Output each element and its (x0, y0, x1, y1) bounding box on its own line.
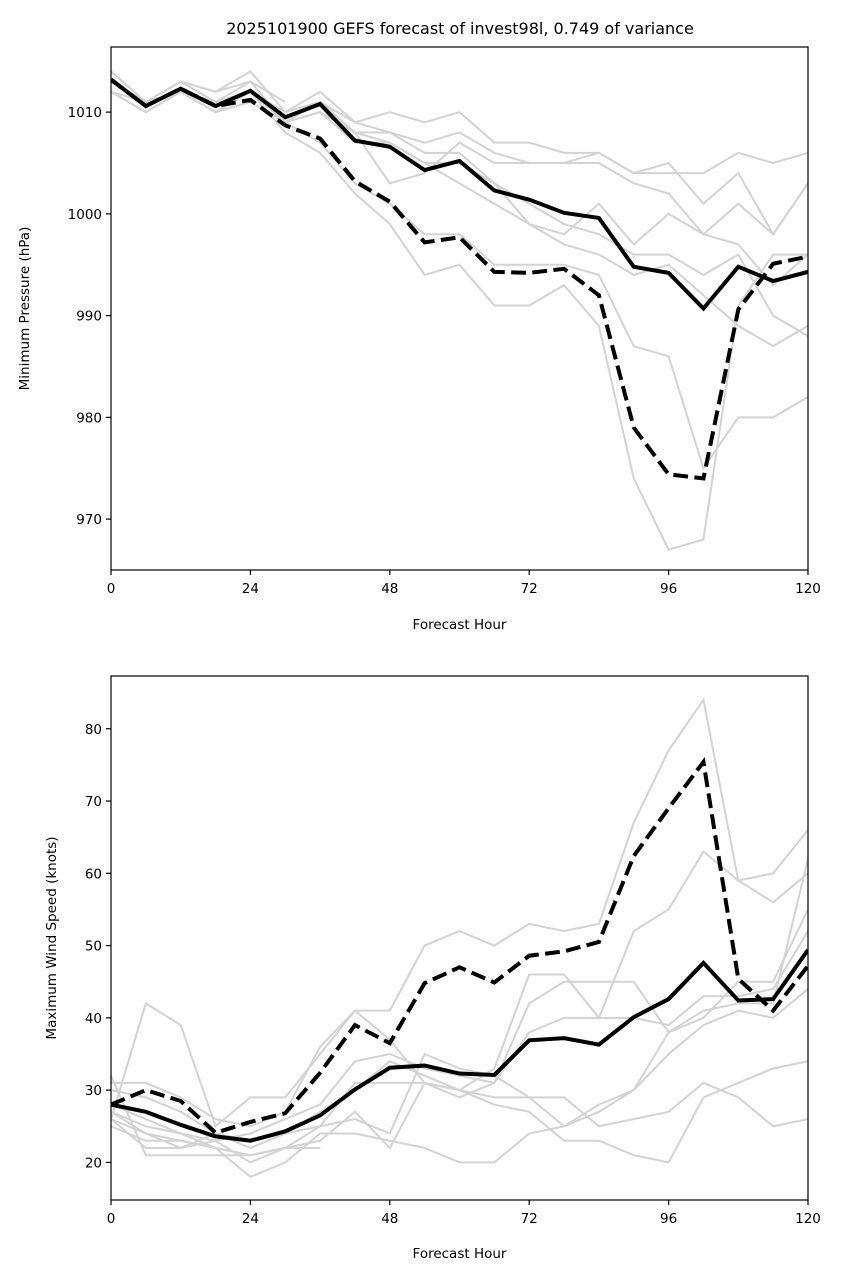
pressure-series-principal-component (111, 77, 808, 481)
pressure-series-member-1 (111, 70, 808, 175)
wind-x-axis-label: Forecast Hour (413, 1246, 507, 1262)
wind-ticks: 0 24 48 72 96 120 20 30 40 50 60 70 80 (85, 722, 821, 1227)
pressure-x-tick-label: 48 (381, 581, 398, 597)
wind-x-tick-label: 24 (242, 1211, 259, 1227)
pressure-y-axis-label: Minimum Pressure (hPa) (17, 227, 33, 391)
wind-lines (111, 697, 808, 1179)
wind-y-tick-label: 30 (85, 1083, 102, 1099)
wind-series-mean (111, 948, 808, 1143)
pressure-series-member-7 (111, 90, 808, 471)
wind-y-tick-label: 80 (85, 722, 102, 738)
pressure-y-tick-label: 980 (76, 410, 102, 426)
pressure-y-tick-label: 970 (76, 512, 102, 528)
wind-series-member-8 (111, 858, 808, 1179)
wind-x-tick-label: 96 (660, 1211, 677, 1227)
wind-y-tick-label: 40 (85, 1011, 102, 1027)
wind-x-tick-label: 120 (795, 1211, 821, 1227)
pressure-series-member-9 (111, 70, 286, 104)
wind-y-tick-label: 20 (85, 1155, 102, 1171)
pressure-ticks: 0 24 48 72 96 120 970 980 990 1000 1010 (68, 105, 821, 597)
wind-series-member-1 (111, 697, 808, 1128)
wind-y-axis-label: Maximum Wind Speed (knots) (44, 836, 60, 1039)
wind-panel: 0 24 48 72 96 120 20 30 40 50 60 70 80 Forecast Hour… (44, 675, 821, 1262)
wind-x-tick-label: 72 (521, 1211, 538, 1227)
pressure-x-tick-label: 72 (521, 581, 538, 597)
pressure-x-tick-label: 96 (660, 581, 677, 597)
pressure-y-tick-label: 1010 (68, 105, 102, 121)
chart-title: 2025101900 GEFS forecast of invest98l, 0… (226, 19, 694, 38)
pressure-panel: 2025101900 GEFS forecast of invest98l, 0… (17, 19, 821, 633)
pressure-x-axis-label: Forecast Hour (413, 617, 507, 633)
wind-x-tick-label: 0 (107, 1211, 116, 1227)
wind-series-member-10 (111, 1118, 321, 1157)
pressure-x-tick-label: 120 (795, 581, 821, 597)
wind-x-tick-label: 48 (381, 1211, 398, 1227)
wind-series-member-7 (111, 1060, 808, 1164)
pressure-x-tick-label: 24 (242, 581, 259, 597)
pressure-y-tick-label: 990 (76, 309, 102, 325)
pressure-series-member-2 (111, 80, 808, 236)
wind-axes-frame (110, 675, 809, 1201)
pressure-series-mean (111, 77, 808, 312)
pressure-lines (111, 70, 808, 551)
pressure-axes-frame (110, 46, 809, 571)
pressure-x-tick-label: 0 (107, 581, 116, 597)
wind-y-tick-label: 50 (85, 939, 102, 955)
wind-y-tick-label: 60 (85, 866, 102, 882)
pressure-y-tick-label: 1000 (68, 207, 102, 223)
wind-series-principal-component (111, 757, 808, 1136)
wind-y-tick-label: 70 (85, 794, 102, 810)
